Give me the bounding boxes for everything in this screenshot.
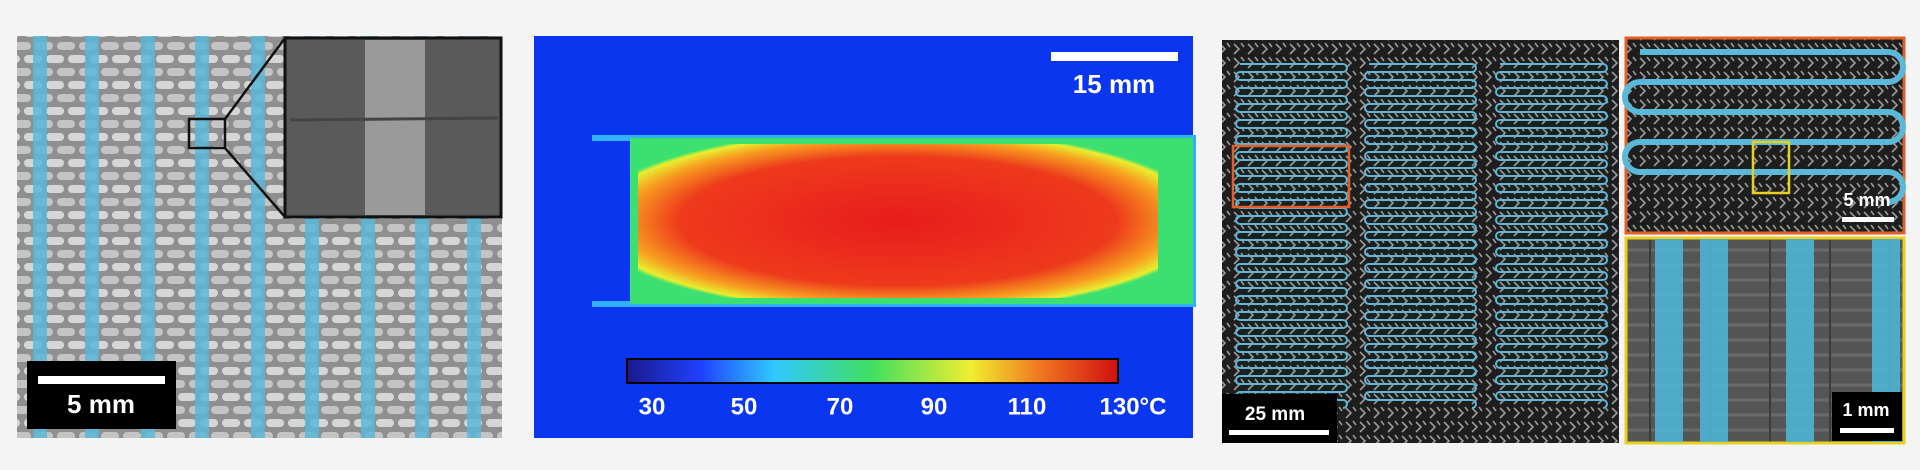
scale-label: 15 mm [1073,69,1155,99]
serpentine-sensors [1235,63,1608,409]
stripe [1786,239,1814,442]
zoom-box [187,117,227,150]
colorbar-label: 110 [1008,393,1047,420]
hot-zone [638,144,1158,298]
stripe [1655,239,1683,442]
panel-b: 15 mm 30 50 70 90 110 130°C [534,36,1196,438]
scale-bar [1840,428,1894,433]
scale-bar [1842,217,1894,222]
colorbar-labels: 30 50 70 90 110 130°C [639,393,1167,420]
serpentine [1495,63,1608,409]
carbon-image [1222,40,1619,443]
stripe [141,36,155,438]
colorbar-label: 70 [827,393,854,420]
colorbar-label: 30 [639,393,666,420]
serpentine [1622,49,1906,205]
inset-fiber [365,40,425,215]
scale-label: 1 mm [1842,400,1889,420]
serpentine [1235,63,1348,409]
zoom-box [1751,140,1791,195]
scale-bar [1051,52,1178,61]
scale-bar [1229,430,1329,435]
stripe [251,36,265,438]
zoom-image [1624,36,1906,235]
panel-a: 5 mm [17,36,503,438]
zoom-lines [223,37,287,218]
serpentine [1364,63,1477,409]
colorbar-label: 90 [921,393,948,420]
scale-label: 5 mm [1843,190,1890,210]
zoom-box [1231,144,1351,209]
scale-box [27,361,176,429]
colorbar [626,358,1119,384]
colorbar-label: 130°C [1100,393,1167,420]
scale-label: 25 mm [1245,404,1305,425]
panel-c: 25 mm [1222,40,1619,443]
stripe [33,36,47,438]
scale-label: 5 mm [67,389,135,419]
inset-line [289,116,499,122]
serpentine-zoom [1622,49,1906,205]
panel-d: 5 mm 1 mm [1622,36,1906,445]
colorbar-label: 50 [731,393,758,420]
scale-bar [38,376,165,384]
stripe [85,36,99,438]
stripe [195,36,209,438]
stripe [1700,239,1728,442]
